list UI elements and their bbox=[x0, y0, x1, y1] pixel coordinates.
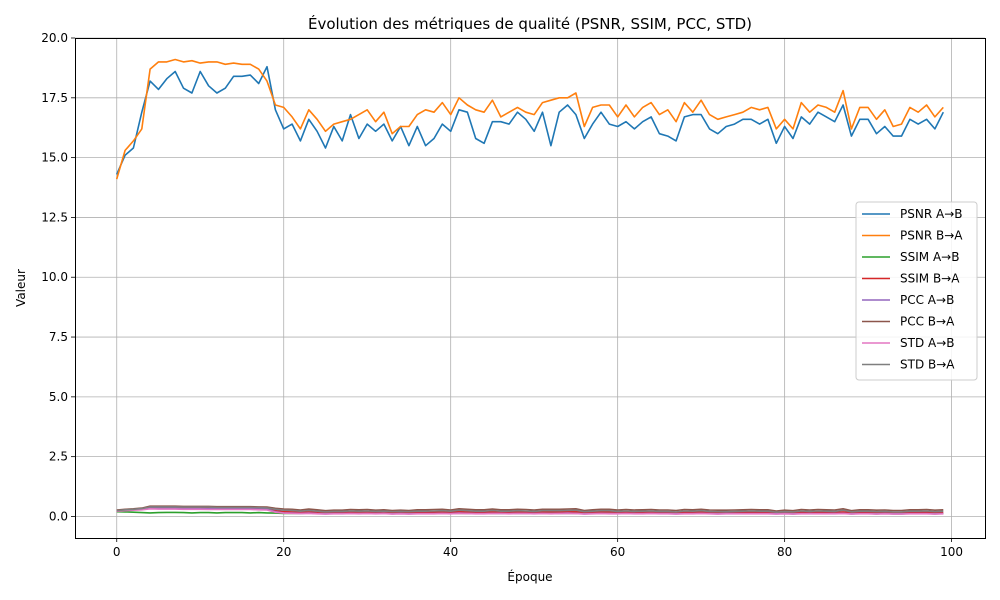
y-axis: 0.0 2.5 5.0 7.5 10.0 12.5 15.0 17.5 20.0 bbox=[41, 31, 75, 523]
x-tick-label: 80 bbox=[777, 545, 792, 559]
x-axis: 0 20 40 60 80 100 bbox=[113, 538, 963, 559]
series-line-6 bbox=[116, 507, 944, 515]
y-tick-label: 5.0 bbox=[49, 390, 68, 404]
series-line-0 bbox=[115, 65, 945, 175]
y-tick-label: 17.5 bbox=[41, 91, 68, 105]
y-tick-label: 20.0 bbox=[41, 31, 68, 45]
legend-label: PCC A→B bbox=[900, 293, 954, 307]
series-lines bbox=[115, 58, 945, 515]
legend-label: PCC B→A bbox=[900, 315, 955, 329]
legend-label: PSNR A→B bbox=[900, 207, 962, 221]
series-line-7 bbox=[116, 506, 944, 514]
x-tick-label: 100 bbox=[940, 545, 963, 559]
legend-label: STD A→B bbox=[900, 336, 955, 350]
x-tick-label: 60 bbox=[610, 545, 625, 559]
legend: PSNR A→B PSNR B→A SSIM A→B SSIM B→A PCC A→B P… bbox=[855, 201, 978, 381]
y-tick-label: 7.5 bbox=[49, 330, 68, 344]
legend-label: PSNR B→A bbox=[900, 229, 963, 243]
x-tick-label: 0 bbox=[113, 545, 121, 559]
legend-label: SSIM A→B bbox=[900, 250, 959, 264]
y-tick-label: 10.0 bbox=[41, 270, 68, 284]
x-axis-label: Époque bbox=[507, 569, 552, 584]
plot-frame bbox=[75, 38, 986, 539]
series-line-1 bbox=[115, 58, 944, 180]
legend-label: STD B→A bbox=[900, 358, 955, 372]
x-tick-label: 20 bbox=[276, 545, 291, 559]
y-axis-label: Valeur bbox=[14, 269, 28, 307]
legend-box bbox=[855, 201, 978, 381]
chart-title: Évolution des métriques de qualité (PSNR… bbox=[308, 14, 752, 33]
legend-label: SSIM B→A bbox=[900, 272, 960, 286]
y-tick-label: 2.5 bbox=[49, 450, 68, 464]
y-tick-label: 12.5 bbox=[41, 210, 68, 224]
y-tick-label: 15.0 bbox=[41, 151, 68, 165]
x-tick-label: 40 bbox=[443, 545, 458, 559]
y-tick-label: 0.0 bbox=[49, 509, 68, 523]
